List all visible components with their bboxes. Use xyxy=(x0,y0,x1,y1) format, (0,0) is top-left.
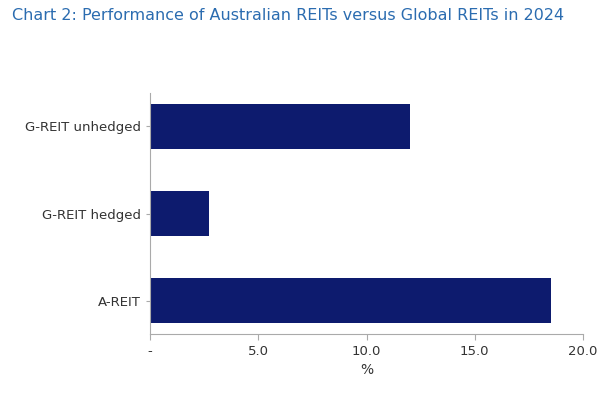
Text: Chart 2: Performance of Australian REITs versus Global REITs in 2024: Chart 2: Performance of Australian REITs… xyxy=(12,8,564,23)
Bar xyxy=(150,104,410,149)
Bar xyxy=(150,278,551,324)
Bar xyxy=(150,191,209,236)
X-axis label: %: % xyxy=(360,364,373,378)
